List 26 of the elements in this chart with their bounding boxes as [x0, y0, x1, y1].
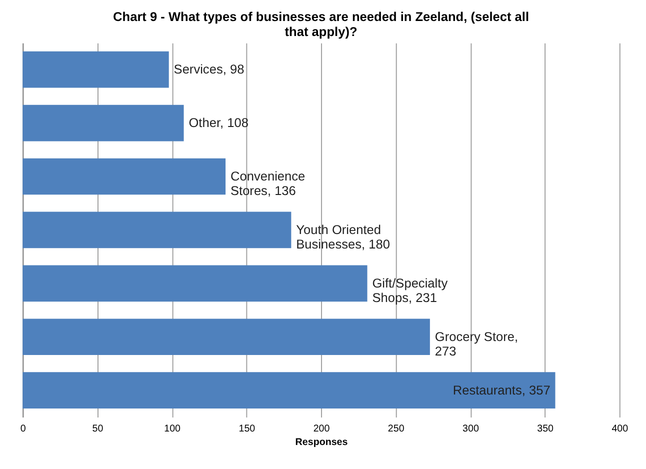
x-tick-label: 250	[388, 423, 405, 434]
data-label: Restaurants, 357	[452, 382, 550, 398]
x-tick-label: 350	[537, 423, 554, 434]
data-label: Grocery Store, 273	[434, 328, 518, 359]
text: Chart 9 - What types of businesses are needed in Zeeland, (select all	[113, 9, 530, 24]
bar	[22, 104, 184, 142]
bar	[22, 212, 292, 248]
bar	[22, 51, 169, 88]
x-tick-label: 300	[462, 423, 480, 434]
x-axis-title: Responses	[295, 437, 348, 448]
bar	[22, 158, 226, 195]
bar	[22, 372, 556, 409]
data-label: Other, 108	[188, 114, 248, 130]
data-label: Youth Oriented Businesses, 180	[296, 222, 390, 252]
x-tick-label: 150	[238, 423, 256, 434]
bar	[22, 318, 430, 356]
data-label: Services, 98	[174, 62, 244, 77]
x-tick-label: 50	[92, 423, 104, 434]
data-label: Gift/Specialty Shops, 231	[372, 275, 448, 306]
x-tick-label: 0	[20, 423, 26, 434]
x-tick-label: 200	[313, 423, 330, 434]
x-tick-label: 100	[164, 423, 182, 434]
x-tick-label: 400	[612, 423, 629, 434]
text: that apply)?	[284, 24, 358, 39]
bar	[22, 265, 368, 302]
data-label: Convenience Stores, 136	[230, 168, 306, 198]
